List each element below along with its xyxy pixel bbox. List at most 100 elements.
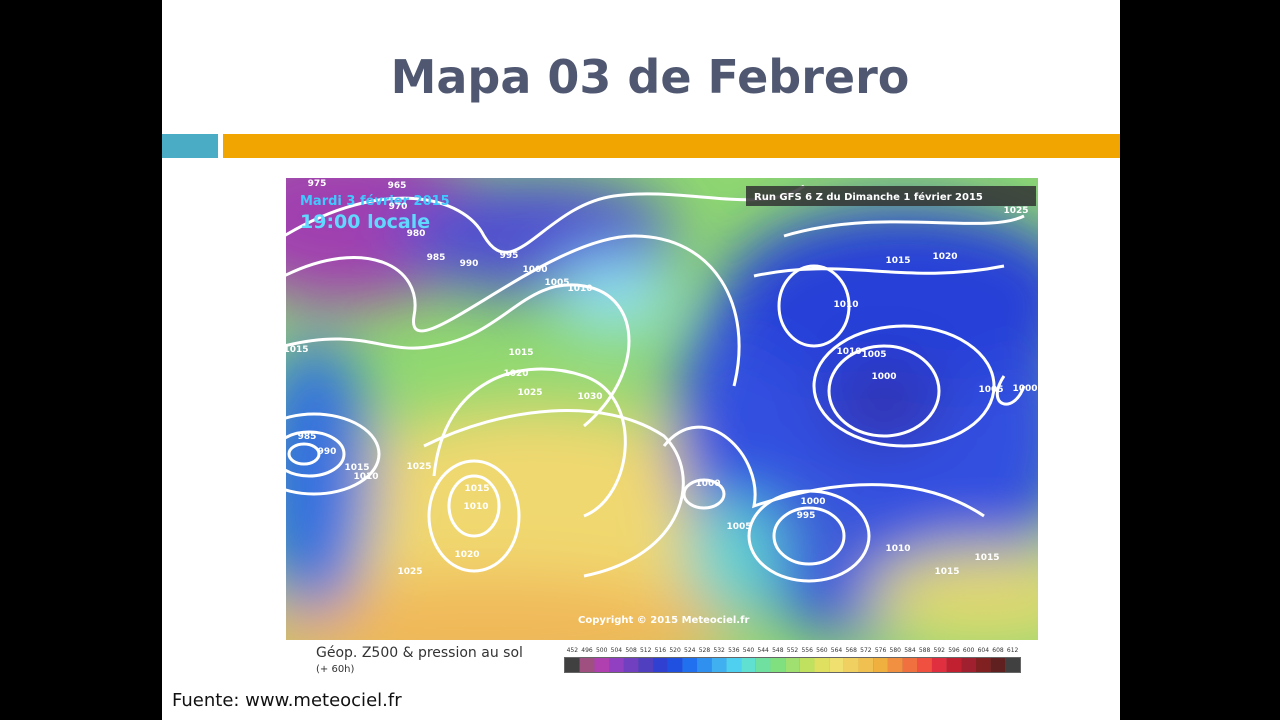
scale-swatch (711, 658, 727, 672)
scale-swatch (829, 658, 844, 672)
scale-label: 568 (845, 647, 857, 654)
scale-label: 544 (757, 647, 769, 654)
isobar-label: 985 (298, 432, 317, 442)
isobar-label: 1015 (974, 553, 999, 563)
accent-bar (162, 134, 218, 158)
isobar-label: 970 (389, 202, 408, 212)
map-lead: (+ 60h) (316, 664, 355, 675)
isobar-label: 1005 (726, 522, 751, 532)
scale-label: 592 (934, 647, 946, 654)
scale-swatch (931, 658, 947, 672)
isobar-label: 1015 (284, 345, 309, 355)
scale-swatch (682, 658, 698, 672)
title: Mapa 03 de Febrero (390, 50, 910, 104)
isobar-label: 1020 (932, 252, 957, 262)
scale-label: 608 (992, 647, 1004, 654)
scale-swatch (638, 658, 654, 672)
isobar-label: 965 (388, 181, 407, 191)
scale-swatch (990, 658, 1006, 672)
scale-swatch (609, 658, 624, 672)
scale-swatch (799, 658, 815, 672)
scale-label: 600 (963, 647, 975, 654)
isobar-label: 1020 (454, 550, 479, 560)
isobar-label: 1025 (397, 567, 422, 577)
scale-label: 580 (890, 647, 902, 654)
scale-swatch (653, 658, 668, 672)
scale-swatch (785, 658, 800, 672)
isobar-label: 1010 (567, 284, 592, 294)
scale-label: 540 (743, 647, 755, 654)
scale-label: 452 (567, 647, 579, 654)
scale-swatch (579, 658, 595, 672)
map-date: Mardi 3 février 2015 (300, 194, 450, 209)
scale-label: 532 (713, 647, 725, 654)
isobar-label: 990 (460, 259, 479, 269)
isobar-label: 1010 (836, 347, 861, 357)
scale-label: 552 (787, 647, 799, 654)
scale-label: 576 (875, 647, 887, 654)
scale-swatch (887, 658, 903, 672)
scale-swatch (623, 658, 639, 672)
isobar-label: 1025 (406, 462, 431, 472)
isobar-label: 1010 (353, 472, 378, 482)
scale-swatch (858, 658, 874, 672)
isobar-label: 1005 (978, 385, 1003, 395)
scale-label: 604 (978, 647, 990, 654)
scale-swatch (770, 658, 786, 672)
scale-label: 524 (684, 647, 696, 654)
scale-label: 512 (640, 647, 652, 654)
scale-swatch (755, 658, 771, 672)
scale-label: 500 (596, 647, 608, 654)
scale-label: 560 (816, 647, 828, 654)
source: Fuente: www.meteociel.fr (172, 690, 402, 711)
scale-label: 612 (1007, 647, 1019, 654)
isobars (286, 184, 1026, 583)
isobar-label: 1015 (508, 348, 533, 358)
scale-label: 536 (728, 647, 740, 654)
scale-swatch (946, 658, 962, 672)
isobar-label: 995 (797, 511, 816, 521)
scale-swatch (843, 658, 859, 672)
scale-label: 556 (801, 647, 813, 654)
scale-label: 520 (669, 647, 681, 654)
scale-label: 496 (581, 647, 593, 654)
isobar-label: 990 (318, 447, 337, 457)
map-caption: Géop. Z500 & pression au sol (316, 645, 523, 661)
scale-swatch (726, 658, 742, 672)
isobar-label: 1000 (522, 265, 547, 275)
isobar-label: 995 (500, 251, 519, 261)
isobar-label: 1000 (695, 479, 720, 489)
scale-label: 548 (772, 647, 784, 654)
isobar-label: 1005 (544, 278, 569, 288)
scale-swatch (697, 658, 712, 672)
isobar-label: 1000 (1012, 384, 1037, 394)
scale-swatch (902, 658, 918, 672)
isobar-label: 1030 (577, 392, 602, 402)
isobar-label: 1005 (861, 350, 886, 360)
isobar-label: 1025 (1003, 206, 1028, 216)
isobar-label: 985 (427, 253, 446, 263)
isobar-label: 1000 (800, 497, 825, 507)
scale-swatch (873, 658, 888, 672)
scale-swatch (1005, 658, 1020, 672)
scale-label: 504 (611, 647, 623, 654)
isobar-label: 1010 (463, 502, 488, 512)
isobar-label: 1015 (464, 484, 489, 494)
accent-bar (223, 134, 1120, 158)
scale-swatch (975, 658, 991, 672)
scale-swatch (594, 658, 610, 672)
isobar-label: 1015 (344, 463, 369, 473)
isobar-label: 1010 (833, 300, 858, 310)
scale-label: 528 (699, 647, 711, 654)
isobar-label: 1015 (934, 567, 959, 577)
isobar-label: 1015 (885, 256, 910, 266)
map-time: 19:00 locale (300, 211, 430, 233)
map-field (286, 178, 1038, 640)
scale-label: 564 (831, 647, 843, 654)
scale-label: 516 (655, 647, 667, 654)
isobar-label: 1020 (503, 369, 528, 379)
scale-label: 572 (860, 647, 872, 654)
scale-label: 508 (625, 647, 637, 654)
map-copyright: Copyright © 2015 Meteociel.fr (578, 615, 749, 626)
